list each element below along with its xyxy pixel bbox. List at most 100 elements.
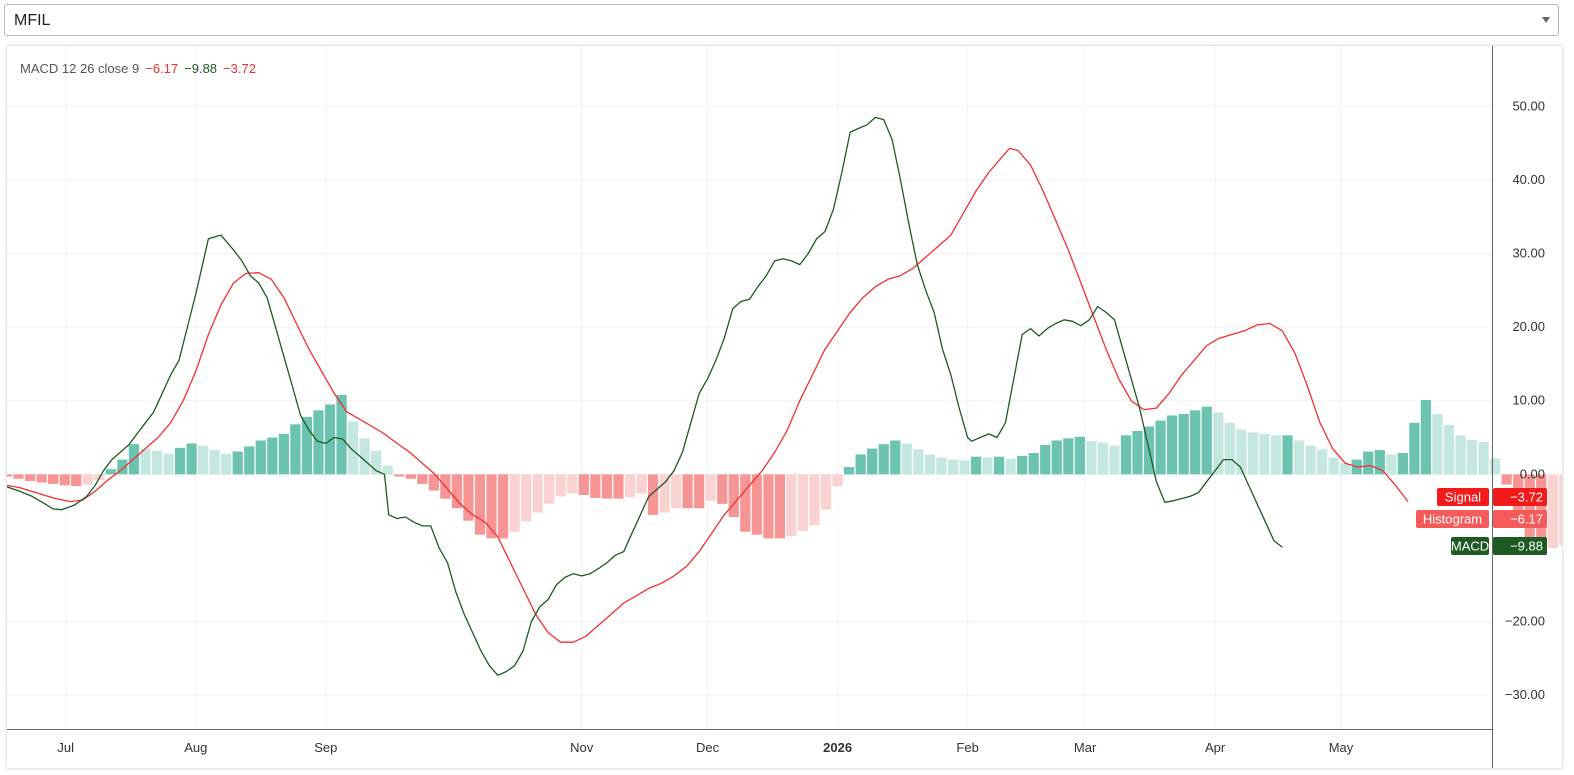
histogram-bar — [624, 474, 636, 498]
histogram-bar — [1293, 440, 1305, 475]
histogram-bar — [1190, 410, 1201, 475]
histogram-bar — [140, 448, 151, 475]
histogram-bar — [82, 474, 93, 485]
histogram-bar — [1120, 435, 1132, 475]
x-tick-label: Nov — [570, 740, 594, 755]
legend-value: −3.72 — [223, 61, 256, 76]
x-tick-label: May — [1329, 740, 1354, 755]
histogram-bar — [1282, 435, 1293, 475]
histogram-bar — [1097, 442, 1109, 475]
x-tick-label: Sep — [314, 740, 337, 755]
histogram-bar — [151, 450, 163, 475]
histogram-bar — [890, 440, 901, 475]
histogram-bar — [682, 474, 693, 509]
histogram-bar — [844, 466, 855, 475]
legend-value: −9.88 — [184, 61, 217, 76]
histogram-bar — [590, 474, 601, 498]
histogram-bar — [1247, 432, 1259, 475]
symbol-select-value: MFIL — [14, 12, 51, 29]
macd-name-text: MACD — [1451, 539, 1489, 554]
histogram-bar — [117, 459, 128, 475]
signal-line — [6, 147, 1409, 643]
histogram-bar — [1224, 422, 1235, 475]
histogram-bar — [428, 474, 439, 491]
histogram-bar — [1490, 458, 1501, 475]
histogram-bar — [1374, 450, 1385, 475]
histogram-bar — [670, 474, 682, 509]
x-tick-label: Feb — [956, 740, 978, 755]
y-tick-label: 50.00 — [1512, 98, 1545, 113]
histogram-bar — [1074, 436, 1085, 475]
histogram-bar — [613, 474, 624, 499]
histogram-bar — [24, 474, 36, 481]
histogram-bar — [567, 474, 578, 494]
histogram-bar — [105, 469, 116, 475]
histogram-bar — [728, 474, 739, 518]
x-tick-label: Dec — [696, 740, 720, 755]
histogram-bar — [509, 474, 520, 532]
histogram-bar — [867, 448, 878, 475]
histogram-bar — [1547, 474, 1558, 548]
histogram-bar — [924, 454, 935, 475]
histogram-bar — [1155, 420, 1166, 475]
histogram-bar — [1, 474, 13, 477]
histogram-bar — [878, 444, 889, 475]
macd-line — [6, 116, 1283, 676]
histogram-bar — [301, 416, 313, 475]
histogram-bar — [36, 474, 47, 483]
y-tick-label: 0.00 — [1520, 466, 1545, 481]
histogram-bar — [71, 474, 82, 487]
histogram-bar — [1063, 438, 1074, 475]
histogram-bar — [901, 443, 912, 475]
histogram-bar — [1386, 454, 1397, 475]
histogram-bar — [970, 456, 982, 475]
symbol-select[interactable]: MFIL — [4, 4, 1559, 36]
histogram-bar — [659, 474, 670, 513]
x-tick-label: Jul — [57, 740, 74, 755]
histogram-bar — [1443, 425, 1455, 475]
histogram-bar — [1236, 429, 1247, 475]
histogram-bar — [451, 474, 463, 509]
histogram-bar — [163, 453, 174, 475]
histogram-bar — [705, 474, 716, 501]
macd-chart[interactable]: 50.00 40.00 30.00 20.00 10.00 0.00 −20.00 −30.0… — [1, 46, 1574, 768]
histogram-bar — [1559, 474, 1570, 546]
histogram-bar — [59, 474, 70, 486]
histogram-bar — [497, 474, 509, 539]
histogram-bar — [694, 474, 705, 509]
histogram-bar — [647, 474, 659, 515]
histogram-bar — [1201, 406, 1212, 475]
histogram-bar — [394, 474, 405, 477]
histogram-bar — [290, 424, 301, 475]
histogram-bar — [544, 474, 555, 504]
histogram-bar — [1501, 474, 1512, 485]
histogram-bar — [1040, 444, 1051, 475]
histogram-bar — [405, 474, 416, 479]
histogram-bar — [797, 474, 809, 532]
histogram-bar — [1363, 451, 1374, 475]
histogram-bar — [336, 394, 347, 475]
histogram-bar — [717, 474, 728, 504]
histogram-bar — [1478, 441, 1489, 475]
histogram-bar — [1005, 458, 1016, 475]
histogram-name-box — [1416, 510, 1489, 528]
histogram-bar — [774, 474, 786, 539]
histogram-bar — [1455, 435, 1466, 475]
chevron-down-icon[interactable] — [1542, 17, 1550, 23]
signal-name-box — [1437, 488, 1489, 506]
histogram-bar — [174, 447, 186, 475]
macd-value-text: −9.88 — [1510, 539, 1543, 554]
histogram-bar — [1109, 445, 1120, 475]
histogram-bar — [1316, 449, 1328, 475]
histogram-bar — [244, 446, 255, 475]
histogram-bar — [232, 451, 243, 475]
histogram-bar — [578, 474, 589, 495]
signal-name-text: Signal — [1445, 490, 1481, 505]
histogram-bar — [532, 474, 543, 513]
histogram-bar — [1420, 400, 1432, 475]
histogram-bar — [601, 474, 612, 499]
legend-value: −6.17 — [145, 61, 178, 76]
histogram-bar — [474, 474, 486, 535]
signal-value-text: −3.72 — [1510, 490, 1543, 505]
histogram-bar — [1051, 440, 1062, 475]
